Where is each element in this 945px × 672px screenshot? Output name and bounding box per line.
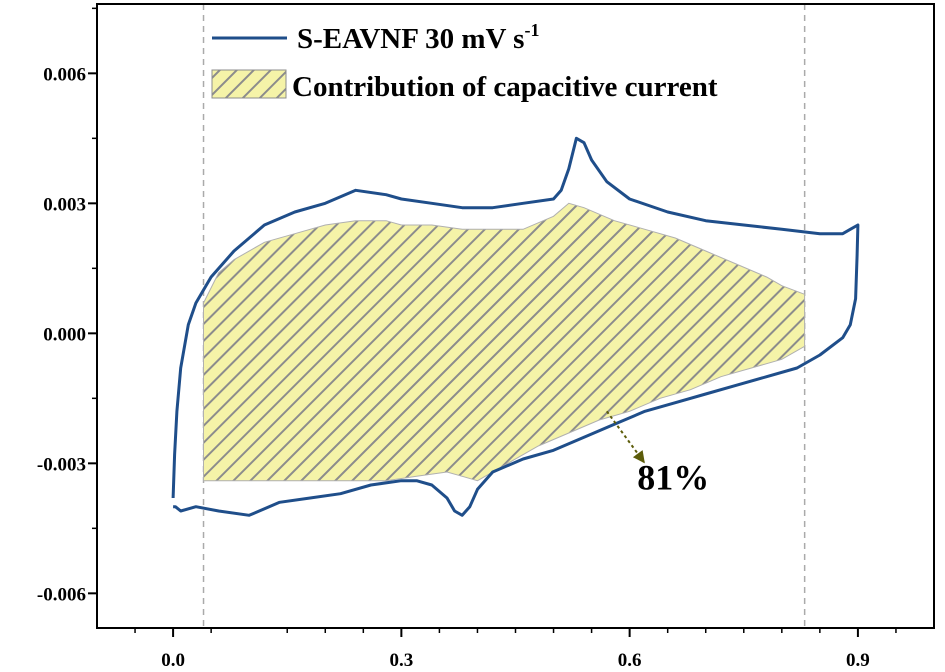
y-tick-label: 0.000 xyxy=(43,324,86,345)
y-tick-label: -0.006 xyxy=(37,584,86,605)
capacitive-contribution-area xyxy=(203,202,806,482)
x-tick-label: 0.3 xyxy=(389,650,413,671)
x-tick-label: 0.9 xyxy=(846,650,870,671)
capacitive-area-layer xyxy=(203,202,806,482)
y-tick-label: 0.003 xyxy=(43,194,86,215)
legend-series-label: S-EAVNF 30 mV s-1 xyxy=(297,20,539,55)
legend-hatch-swatch xyxy=(211,69,287,99)
legend-series-superscript: -1 xyxy=(524,20,539,40)
axis-ticks xyxy=(88,7,897,637)
tick-labels: 0.0 0.3 0.6 0.9 0.006 0.003 0.000 -0.003 -0.006 xyxy=(37,64,870,671)
cv-curve-series-0 xyxy=(171,136,860,517)
cv-curve-layer xyxy=(171,136,860,517)
y-tick-label: 0.006 xyxy=(43,64,86,85)
annotation: 81% xyxy=(606,410,709,497)
annotation-arrow-shaft xyxy=(606,410,646,464)
legend: S-EAVNF 30 mV s-1 Contribution of capaci… xyxy=(211,20,718,103)
legend-series-name: S-EAVNF 30 mV s xyxy=(297,23,524,55)
capacitive-percentage-label: 81% xyxy=(637,457,709,497)
x-tick-label: 0.0 xyxy=(161,650,185,671)
legend-fill-label: Contribution of capacitive current xyxy=(292,71,718,103)
y-tick-label: -0.003 xyxy=(37,454,86,475)
annotation-arrow-head xyxy=(632,450,645,464)
x-tick-label: 0.6 xyxy=(618,650,642,671)
